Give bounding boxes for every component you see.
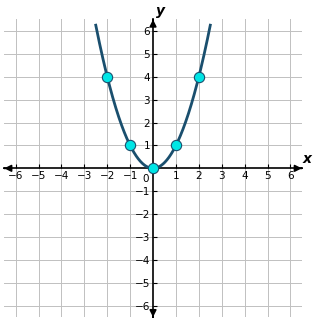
Point — [150, 166, 155, 171]
Point — [196, 74, 201, 79]
Text: y: y — [156, 4, 166, 18]
Point — [128, 143, 133, 148]
Point — [105, 74, 110, 79]
Point — [173, 143, 179, 148]
Text: x: x — [303, 152, 312, 166]
Text: 0: 0 — [143, 174, 149, 184]
